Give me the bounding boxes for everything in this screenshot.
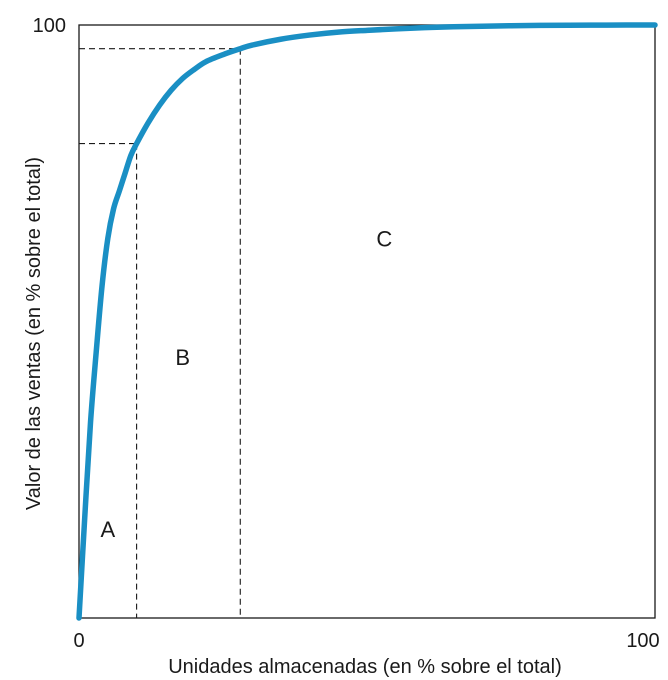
y-tick-label-100: 100 (33, 15, 66, 37)
zone-label-a: A (100, 517, 115, 542)
zone-label-b: B (175, 345, 190, 370)
x-axis-title: Unidades almacenadas (en % sobre el tota… (168, 656, 562, 678)
x-tick-label-100: 100 (626, 630, 659, 652)
plot-frame (78, 24, 656, 619)
series-line-1 (76, 22, 658, 621)
x-tick-label-0: 0 (73, 630, 84, 652)
y-axis-title: Valor de las ventas (en % sobre el total… (23, 157, 45, 510)
zone-label-c: C (376, 226, 392, 251)
